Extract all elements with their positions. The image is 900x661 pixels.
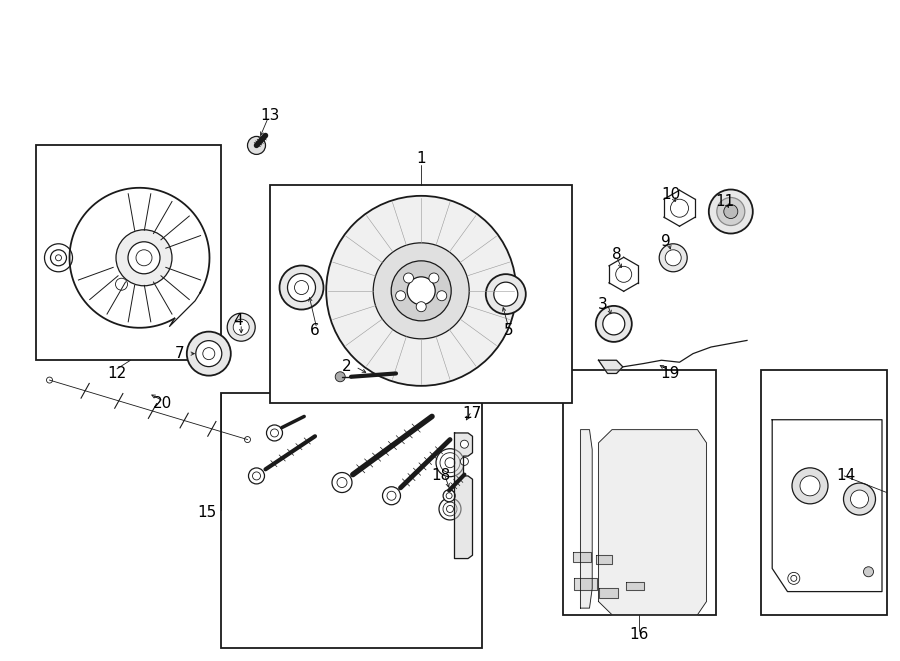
Circle shape bbox=[800, 476, 820, 496]
Circle shape bbox=[47, 377, 52, 383]
Polygon shape bbox=[454, 433, 472, 559]
Text: 3: 3 bbox=[598, 297, 608, 311]
Circle shape bbox=[136, 250, 152, 266]
Text: 19: 19 bbox=[661, 366, 680, 381]
Circle shape bbox=[245, 436, 250, 443]
Circle shape bbox=[374, 243, 469, 339]
Bar bbox=[760, 370, 886, 615]
Text: 17: 17 bbox=[462, 406, 482, 420]
Text: 4: 4 bbox=[234, 313, 243, 328]
Text: 9: 9 bbox=[662, 234, 670, 249]
Circle shape bbox=[56, 254, 61, 261]
Bar bbox=[220, 393, 482, 648]
Circle shape bbox=[50, 250, 67, 266]
Text: 6: 6 bbox=[310, 323, 320, 338]
Circle shape bbox=[287, 274, 316, 301]
Circle shape bbox=[196, 340, 221, 367]
Text: 13: 13 bbox=[260, 108, 280, 123]
Text: 12: 12 bbox=[107, 366, 127, 381]
Circle shape bbox=[392, 261, 451, 321]
Circle shape bbox=[461, 440, 468, 448]
Bar bbox=[562, 370, 716, 615]
Circle shape bbox=[294, 280, 309, 295]
Text: 2: 2 bbox=[342, 360, 351, 374]
Text: 7: 7 bbox=[176, 346, 184, 361]
Circle shape bbox=[436, 449, 464, 477]
Circle shape bbox=[843, 483, 876, 515]
Polygon shape bbox=[574, 578, 597, 590]
Circle shape bbox=[280, 266, 323, 309]
Circle shape bbox=[337, 477, 347, 488]
Polygon shape bbox=[596, 555, 612, 564]
Circle shape bbox=[187, 332, 230, 375]
Text: 16: 16 bbox=[629, 627, 649, 642]
Circle shape bbox=[665, 250, 681, 266]
Circle shape bbox=[716, 198, 745, 225]
Circle shape bbox=[382, 486, 400, 505]
Circle shape bbox=[443, 502, 457, 516]
Circle shape bbox=[335, 371, 346, 382]
Bar bbox=[270, 185, 572, 403]
Circle shape bbox=[387, 491, 396, 500]
Circle shape bbox=[850, 490, 868, 508]
Circle shape bbox=[403, 273, 413, 283]
Bar bbox=[36, 145, 220, 360]
Circle shape bbox=[670, 199, 688, 217]
Text: 8: 8 bbox=[612, 247, 621, 262]
Circle shape bbox=[248, 136, 266, 155]
Circle shape bbox=[440, 453, 460, 473]
Circle shape bbox=[445, 457, 455, 468]
Circle shape bbox=[436, 291, 446, 301]
Circle shape bbox=[486, 274, 526, 314]
Circle shape bbox=[248, 468, 265, 484]
Text: 18: 18 bbox=[431, 469, 451, 483]
Circle shape bbox=[332, 473, 352, 492]
Circle shape bbox=[461, 457, 468, 465]
Circle shape bbox=[128, 242, 160, 274]
Text: 15: 15 bbox=[197, 505, 217, 520]
Text: 5: 5 bbox=[504, 323, 513, 338]
Circle shape bbox=[227, 313, 256, 341]
Circle shape bbox=[396, 291, 406, 301]
Circle shape bbox=[416, 301, 427, 312]
Polygon shape bbox=[573, 552, 591, 562]
Circle shape bbox=[791, 575, 796, 582]
Circle shape bbox=[443, 490, 455, 502]
Text: 14: 14 bbox=[836, 469, 856, 483]
Circle shape bbox=[446, 492, 452, 499]
Circle shape bbox=[266, 425, 283, 441]
Polygon shape bbox=[598, 588, 618, 598]
Circle shape bbox=[44, 244, 73, 272]
Circle shape bbox=[792, 468, 828, 504]
Circle shape bbox=[233, 319, 249, 335]
Circle shape bbox=[429, 273, 439, 283]
Text: 11: 11 bbox=[715, 194, 734, 209]
Circle shape bbox=[253, 472, 260, 480]
Circle shape bbox=[863, 566, 874, 577]
Circle shape bbox=[446, 506, 454, 512]
Circle shape bbox=[115, 278, 128, 290]
Text: 20: 20 bbox=[152, 396, 172, 410]
Polygon shape bbox=[598, 360, 623, 373]
Circle shape bbox=[271, 429, 278, 437]
Text: 10: 10 bbox=[661, 188, 680, 202]
Circle shape bbox=[202, 348, 215, 360]
Circle shape bbox=[616, 266, 632, 282]
Circle shape bbox=[603, 313, 625, 335]
Circle shape bbox=[439, 498, 461, 520]
Circle shape bbox=[326, 196, 517, 386]
Polygon shape bbox=[626, 582, 644, 590]
Circle shape bbox=[407, 277, 436, 305]
Circle shape bbox=[116, 230, 172, 286]
Polygon shape bbox=[598, 430, 706, 615]
Circle shape bbox=[709, 190, 752, 233]
Circle shape bbox=[724, 204, 738, 219]
Text: 1: 1 bbox=[417, 151, 426, 166]
Circle shape bbox=[659, 244, 688, 272]
Circle shape bbox=[596, 306, 632, 342]
Circle shape bbox=[494, 282, 518, 306]
Polygon shape bbox=[580, 430, 592, 608]
Circle shape bbox=[788, 572, 800, 584]
